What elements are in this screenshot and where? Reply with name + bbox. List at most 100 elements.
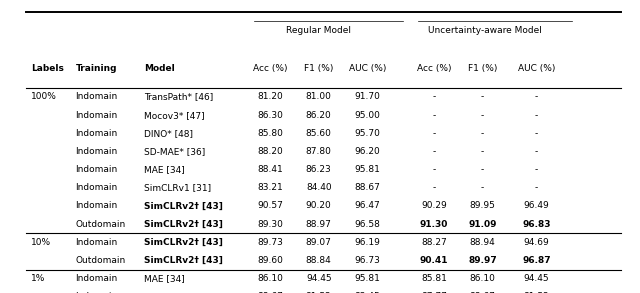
Text: 89.95: 89.95 bbox=[470, 202, 495, 210]
Text: 85.60: 85.60 bbox=[306, 129, 332, 138]
Text: 88.97: 88.97 bbox=[306, 220, 332, 229]
Text: 95.00: 95.00 bbox=[355, 111, 380, 120]
Text: 96.87: 96.87 bbox=[522, 256, 550, 265]
Text: 94.69: 94.69 bbox=[524, 238, 549, 247]
Text: 96.83: 96.83 bbox=[522, 220, 550, 229]
Text: Outdomain: Outdomain bbox=[76, 256, 126, 265]
Text: 96.19: 96.19 bbox=[355, 238, 380, 247]
Text: SimCLRv1 [31]: SimCLRv1 [31] bbox=[144, 292, 211, 293]
Text: 81.52: 81.52 bbox=[306, 292, 332, 293]
Text: Acc (%): Acc (%) bbox=[253, 64, 287, 73]
Text: 88.67: 88.67 bbox=[355, 183, 380, 192]
Text: Indomain: Indomain bbox=[76, 93, 118, 101]
Text: 85.81: 85.81 bbox=[421, 274, 447, 283]
Text: -: - bbox=[534, 183, 538, 192]
Text: 96.20: 96.20 bbox=[355, 147, 380, 156]
Text: 86.30: 86.30 bbox=[257, 111, 283, 120]
Text: AUC (%): AUC (%) bbox=[349, 64, 386, 73]
Text: 89.60: 89.60 bbox=[257, 256, 283, 265]
Text: 89.30: 89.30 bbox=[257, 220, 283, 229]
Text: 91.30: 91.30 bbox=[420, 220, 448, 229]
Text: 94.45: 94.45 bbox=[306, 274, 332, 283]
Text: -: - bbox=[432, 147, 436, 156]
Text: DINO* [48]: DINO* [48] bbox=[144, 129, 193, 138]
Text: -: - bbox=[481, 183, 484, 192]
Text: 81.00: 81.00 bbox=[306, 93, 332, 101]
Text: 96.47: 96.47 bbox=[355, 202, 380, 210]
Text: 95.81: 95.81 bbox=[355, 165, 380, 174]
Text: 96.58: 96.58 bbox=[355, 220, 380, 229]
Text: 87.77: 87.77 bbox=[421, 292, 447, 293]
Text: 83.45: 83.45 bbox=[355, 292, 380, 293]
Text: -: - bbox=[481, 165, 484, 174]
Text: 96.49: 96.49 bbox=[524, 202, 549, 210]
Text: SimCLRv2† [43]: SimCLRv2† [43] bbox=[144, 202, 223, 210]
Text: 90.29: 90.29 bbox=[421, 202, 447, 210]
Text: 88.41: 88.41 bbox=[257, 165, 283, 174]
Text: 90.20: 90.20 bbox=[306, 202, 332, 210]
Text: AUC (%): AUC (%) bbox=[518, 64, 555, 73]
Text: Indomain: Indomain bbox=[76, 129, 118, 138]
Text: 89.97: 89.97 bbox=[468, 256, 497, 265]
Text: 91.09: 91.09 bbox=[468, 220, 497, 229]
Text: -: - bbox=[432, 165, 436, 174]
Text: Indomain: Indomain bbox=[76, 165, 118, 174]
Text: MAE [34]: MAE [34] bbox=[144, 274, 185, 283]
Text: 88.84: 88.84 bbox=[306, 256, 332, 265]
Text: 88.27: 88.27 bbox=[421, 238, 447, 247]
Text: 91.70: 91.70 bbox=[355, 93, 380, 101]
Text: 86.23: 86.23 bbox=[306, 165, 332, 174]
Text: 90.41: 90.41 bbox=[420, 256, 448, 265]
Text: 81.52: 81.52 bbox=[524, 292, 549, 293]
Text: 88.20: 88.20 bbox=[257, 147, 283, 156]
Text: Acc (%): Acc (%) bbox=[417, 64, 451, 73]
Text: -: - bbox=[481, 147, 484, 156]
Text: SimCLRv2† [43]: SimCLRv2† [43] bbox=[144, 220, 223, 229]
Text: Indomain: Indomain bbox=[76, 202, 118, 210]
Text: 100%: 100% bbox=[31, 93, 56, 101]
Text: Indomain: Indomain bbox=[76, 292, 118, 293]
Text: F1 (%): F1 (%) bbox=[468, 64, 497, 73]
Text: 81.20: 81.20 bbox=[257, 93, 283, 101]
Text: TransPath* [46]: TransPath* [46] bbox=[144, 93, 213, 101]
Text: 95.70: 95.70 bbox=[355, 129, 380, 138]
Text: 83.21: 83.21 bbox=[257, 183, 283, 192]
Text: F1 (%): F1 (%) bbox=[304, 64, 333, 73]
Text: Uncertainty-aware Model: Uncertainty-aware Model bbox=[428, 26, 542, 35]
Text: 95.81: 95.81 bbox=[355, 274, 380, 283]
Text: SimCLRv2† [43]: SimCLRv2† [43] bbox=[144, 238, 223, 247]
Text: 86.10: 86.10 bbox=[257, 274, 283, 283]
Text: SimCLRv2† [43]: SimCLRv2† [43] bbox=[144, 256, 223, 265]
Text: Indomain: Indomain bbox=[76, 183, 118, 192]
Text: Outdomain: Outdomain bbox=[76, 220, 126, 229]
Text: 86.10: 86.10 bbox=[470, 274, 495, 283]
Text: Labels: Labels bbox=[31, 64, 63, 73]
Text: -: - bbox=[432, 93, 436, 101]
Text: -: - bbox=[481, 129, 484, 138]
Text: -: - bbox=[481, 111, 484, 120]
Text: Mocov3* [47]: Mocov3* [47] bbox=[144, 111, 205, 120]
Text: 89.07: 89.07 bbox=[306, 238, 332, 247]
Text: 86.20: 86.20 bbox=[306, 111, 332, 120]
Text: 88.67: 88.67 bbox=[470, 292, 495, 293]
Text: -: - bbox=[534, 147, 538, 156]
Text: 85.80: 85.80 bbox=[257, 129, 283, 138]
Text: MAE [34]: MAE [34] bbox=[144, 165, 185, 174]
Text: 84.40: 84.40 bbox=[306, 183, 332, 192]
Text: -: - bbox=[534, 93, 538, 101]
Text: -: - bbox=[481, 93, 484, 101]
Text: 89.73: 89.73 bbox=[257, 238, 283, 247]
Text: Indomain: Indomain bbox=[76, 147, 118, 156]
Text: Indomain: Indomain bbox=[76, 238, 118, 247]
Text: 94.45: 94.45 bbox=[524, 274, 549, 283]
Text: SimCLRv1 [31]: SimCLRv1 [31] bbox=[144, 183, 211, 192]
Text: Indomain: Indomain bbox=[76, 111, 118, 120]
Text: 87.80: 87.80 bbox=[306, 147, 332, 156]
Text: 1%: 1% bbox=[31, 274, 45, 283]
Text: SD-MAE* [36]: SD-MAE* [36] bbox=[144, 147, 205, 156]
Text: -: - bbox=[432, 183, 436, 192]
Text: Regular Model: Regular Model bbox=[286, 26, 351, 35]
Text: -: - bbox=[432, 111, 436, 120]
Text: 88.67: 88.67 bbox=[257, 292, 283, 293]
Text: -: - bbox=[432, 129, 436, 138]
